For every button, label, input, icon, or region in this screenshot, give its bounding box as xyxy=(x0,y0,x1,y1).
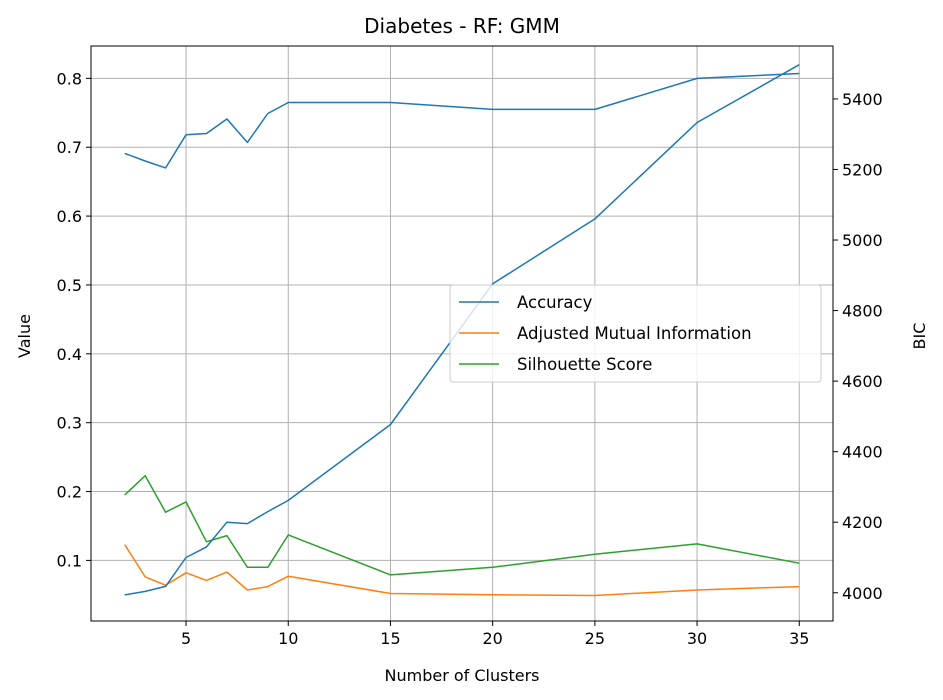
x-tick-label: 10 xyxy=(278,629,298,648)
y-tick-label: 0.8 xyxy=(57,69,82,88)
x-axis-label: Number of Clusters xyxy=(385,666,540,685)
chart-title: Diabetes - RF: GMM xyxy=(364,14,560,38)
series-line-bic xyxy=(124,64,800,596)
y-tick-label: 0.6 xyxy=(57,207,82,226)
x-tick-label: 20 xyxy=(482,629,502,648)
series-line-accuracy xyxy=(124,72,800,169)
y2-tick-label: 5400 xyxy=(842,90,883,109)
y2-tick-label: 4600 xyxy=(842,372,883,391)
legend-label-accuracy: Accuracy xyxy=(517,293,593,312)
y-tick-label: 0.5 xyxy=(57,276,82,295)
y2-axis-ticks: 4000 4200 4400 4600 4800 5000 5200 5400 xyxy=(833,90,883,603)
y-tick-label: 0.2 xyxy=(57,483,82,502)
legend-label-adjusted-mutual-information: Adjusted Mutual Information xyxy=(517,324,752,343)
y-tick-label: 0.4 xyxy=(57,345,82,364)
x-axis-ticks: 5 10 15 20 25 30 35 xyxy=(181,621,809,648)
x-tick-label: 5 xyxy=(181,629,191,648)
legend-label-silhouette-score: Silhouette Score xyxy=(517,355,652,374)
x-tick-label: 30 xyxy=(687,629,707,648)
y-axis-ticks: 0.1 0.2 0.3 0.4 0.5 0.6 0.7 0.8 xyxy=(57,69,91,570)
y-tick-label: 0.7 xyxy=(57,138,82,157)
legend-box xyxy=(449,284,822,383)
series-line-silhouette-score xyxy=(124,474,800,576)
y2-tick-label: 5200 xyxy=(842,160,883,179)
y2-tick-label: 4000 xyxy=(842,584,883,603)
y2-tick-label: 4200 xyxy=(842,513,883,532)
y-axis-label: Value xyxy=(15,314,34,358)
y-tick-label: 0.1 xyxy=(57,551,82,570)
y2-tick-label: 5000 xyxy=(842,231,883,250)
y-tick-label: 0.3 xyxy=(57,414,82,433)
plot-frame xyxy=(90,45,834,622)
y2-axis-label: BIC xyxy=(910,323,929,350)
series-line-adjusted-mutual-information xyxy=(124,544,800,597)
series-lines xyxy=(124,64,800,597)
x-tick-label: 25 xyxy=(585,629,605,648)
x-tick-label: 15 xyxy=(380,629,400,648)
y2-tick-label: 4400 xyxy=(842,443,883,462)
y2-tick-label: 4800 xyxy=(842,302,883,321)
legend: Accuracy Adjusted Mutual Information Sil… xyxy=(449,284,822,383)
x-tick-label: 35 xyxy=(789,629,809,648)
